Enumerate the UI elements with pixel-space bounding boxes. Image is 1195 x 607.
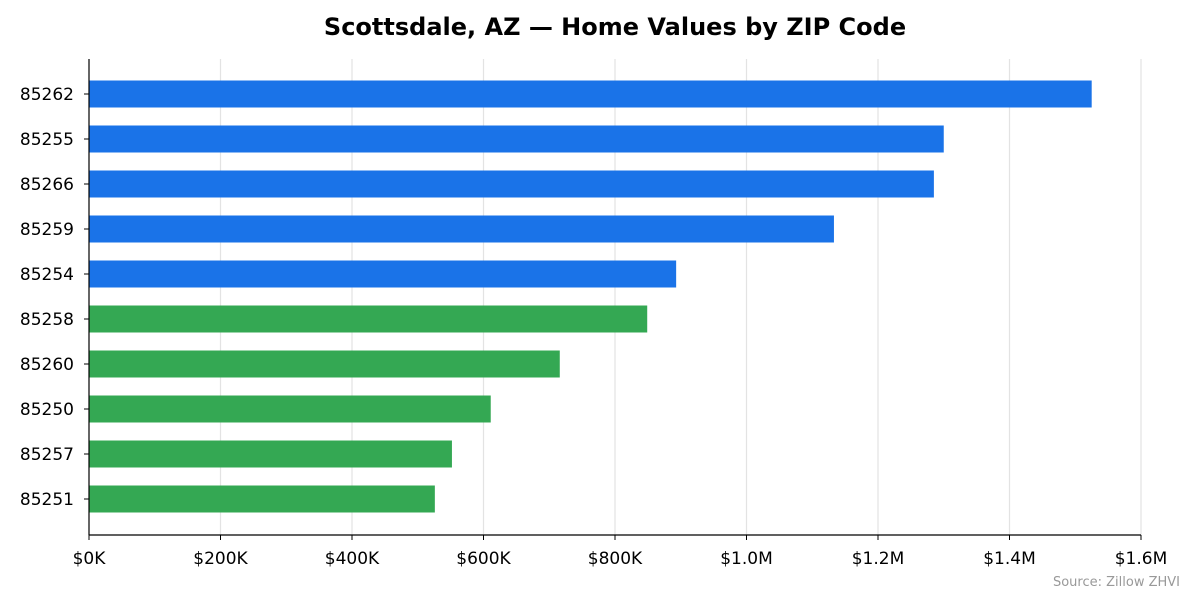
y-tick-label: 85259 bbox=[20, 220, 74, 240]
axes: $0K $200K $400K $600K $800K $1.0M $1.2M $1.4M $1… bbox=[20, 59, 1167, 569]
bar-85254 bbox=[89, 260, 677, 288]
x-tick-label: $1.2M bbox=[852, 549, 905, 569]
x-tick-label: $1.0M bbox=[720, 549, 773, 569]
bar-85255 bbox=[89, 125, 944, 153]
y-tick-label: 85260 bbox=[20, 355, 74, 375]
bar-85260 bbox=[89, 350, 560, 378]
y-tick-label: 85254 bbox=[20, 265, 74, 285]
x-tick-label: $1.4M bbox=[983, 549, 1036, 569]
bar-85258 bbox=[89, 305, 648, 333]
x-tick-label: $0K bbox=[73, 549, 107, 569]
bar-85259 bbox=[89, 215, 834, 243]
y-tick-label: 85250 bbox=[20, 400, 74, 420]
x-tick-label: $200K bbox=[193, 549, 248, 569]
x-tick-label: $1.6M bbox=[1115, 549, 1168, 569]
bar-85250 bbox=[89, 395, 491, 423]
source-note: Source: Zillow ZHVI bbox=[1053, 575, 1180, 590]
y-tick-label: 85262 bbox=[20, 85, 74, 105]
bars bbox=[89, 80, 1092, 513]
bar-85257 bbox=[89, 440, 452, 468]
y-tick-label: 85255 bbox=[20, 130, 74, 150]
y-tick-label: 85251 bbox=[20, 490, 74, 510]
bar-85262 bbox=[89, 80, 1092, 108]
bar-85251 bbox=[89, 485, 435, 513]
x-tick-label: $600K bbox=[456, 549, 511, 569]
y-tick-label: 85258 bbox=[20, 310, 74, 330]
y-tick-label: 85257 bbox=[20, 445, 74, 465]
y-tick-label: 85266 bbox=[20, 175, 74, 195]
bar-85266 bbox=[89, 170, 934, 198]
x-tick-label: $400K bbox=[325, 549, 380, 569]
x-tick-label: $800K bbox=[588, 549, 643, 569]
chart-title: Scottsdale, AZ — Home Values by ZIP Code bbox=[324, 13, 906, 41]
